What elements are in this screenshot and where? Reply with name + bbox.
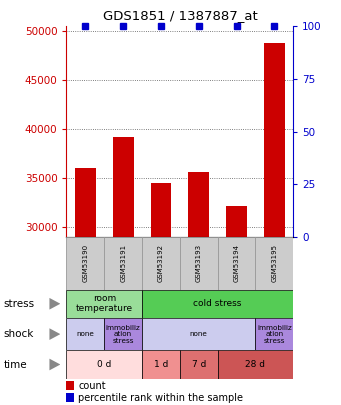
Bar [188, 172, 209, 237]
Polygon shape [49, 359, 60, 370]
Text: 0 d: 0 d [97, 360, 112, 369]
Bar [142, 318, 255, 350]
Text: count: count [78, 381, 106, 390]
Text: GSM53194: GSM53194 [234, 244, 240, 282]
Text: immobiliz
ation
stress: immobiliz ation stress [257, 325, 292, 343]
Polygon shape [49, 328, 60, 340]
Text: room
temperature: room temperature [76, 294, 133, 313]
Bar [104, 237, 142, 290]
Title: GDS1851 / 1387887_at: GDS1851 / 1387887_at [103, 9, 257, 22]
Bar [255, 237, 293, 290]
Text: 28 d: 28 d [246, 360, 265, 369]
Text: time: time [3, 360, 27, 369]
Bar [75, 168, 96, 237]
Bar [66, 290, 142, 318]
Text: shock: shock [3, 329, 34, 339]
Bar [142, 350, 180, 379]
Text: none: none [190, 331, 208, 337]
Text: 1 d: 1 d [154, 360, 168, 369]
Bar [218, 237, 255, 290]
Bar [255, 318, 293, 350]
Bar [264, 43, 285, 237]
Bar [180, 237, 218, 290]
Text: immobiliz
ation
stress: immobiliz ation stress [106, 325, 140, 343]
Bar [142, 290, 293, 318]
Text: GSM53190: GSM53190 [83, 244, 88, 282]
Polygon shape [49, 298, 60, 309]
Text: stress: stress [3, 299, 34, 309]
Bar [218, 350, 293, 379]
Bar [180, 350, 218, 379]
Bar [104, 318, 142, 350]
Text: none: none [76, 331, 94, 337]
Text: percentile rank within the sample: percentile rank within the sample [78, 393, 243, 403]
Text: GSM53193: GSM53193 [196, 244, 202, 282]
Bar [66, 237, 104, 290]
Bar [226, 206, 247, 237]
Text: GSM53195: GSM53195 [271, 244, 277, 282]
Text: 7 d: 7 d [192, 360, 206, 369]
Bar [66, 318, 104, 350]
Bar [66, 350, 142, 379]
Bar [113, 137, 134, 237]
Text: cold stress: cold stress [193, 299, 242, 308]
Bar [151, 183, 172, 237]
Bar [142, 237, 180, 290]
Text: GSM53192: GSM53192 [158, 244, 164, 282]
Text: GSM53191: GSM53191 [120, 244, 126, 282]
